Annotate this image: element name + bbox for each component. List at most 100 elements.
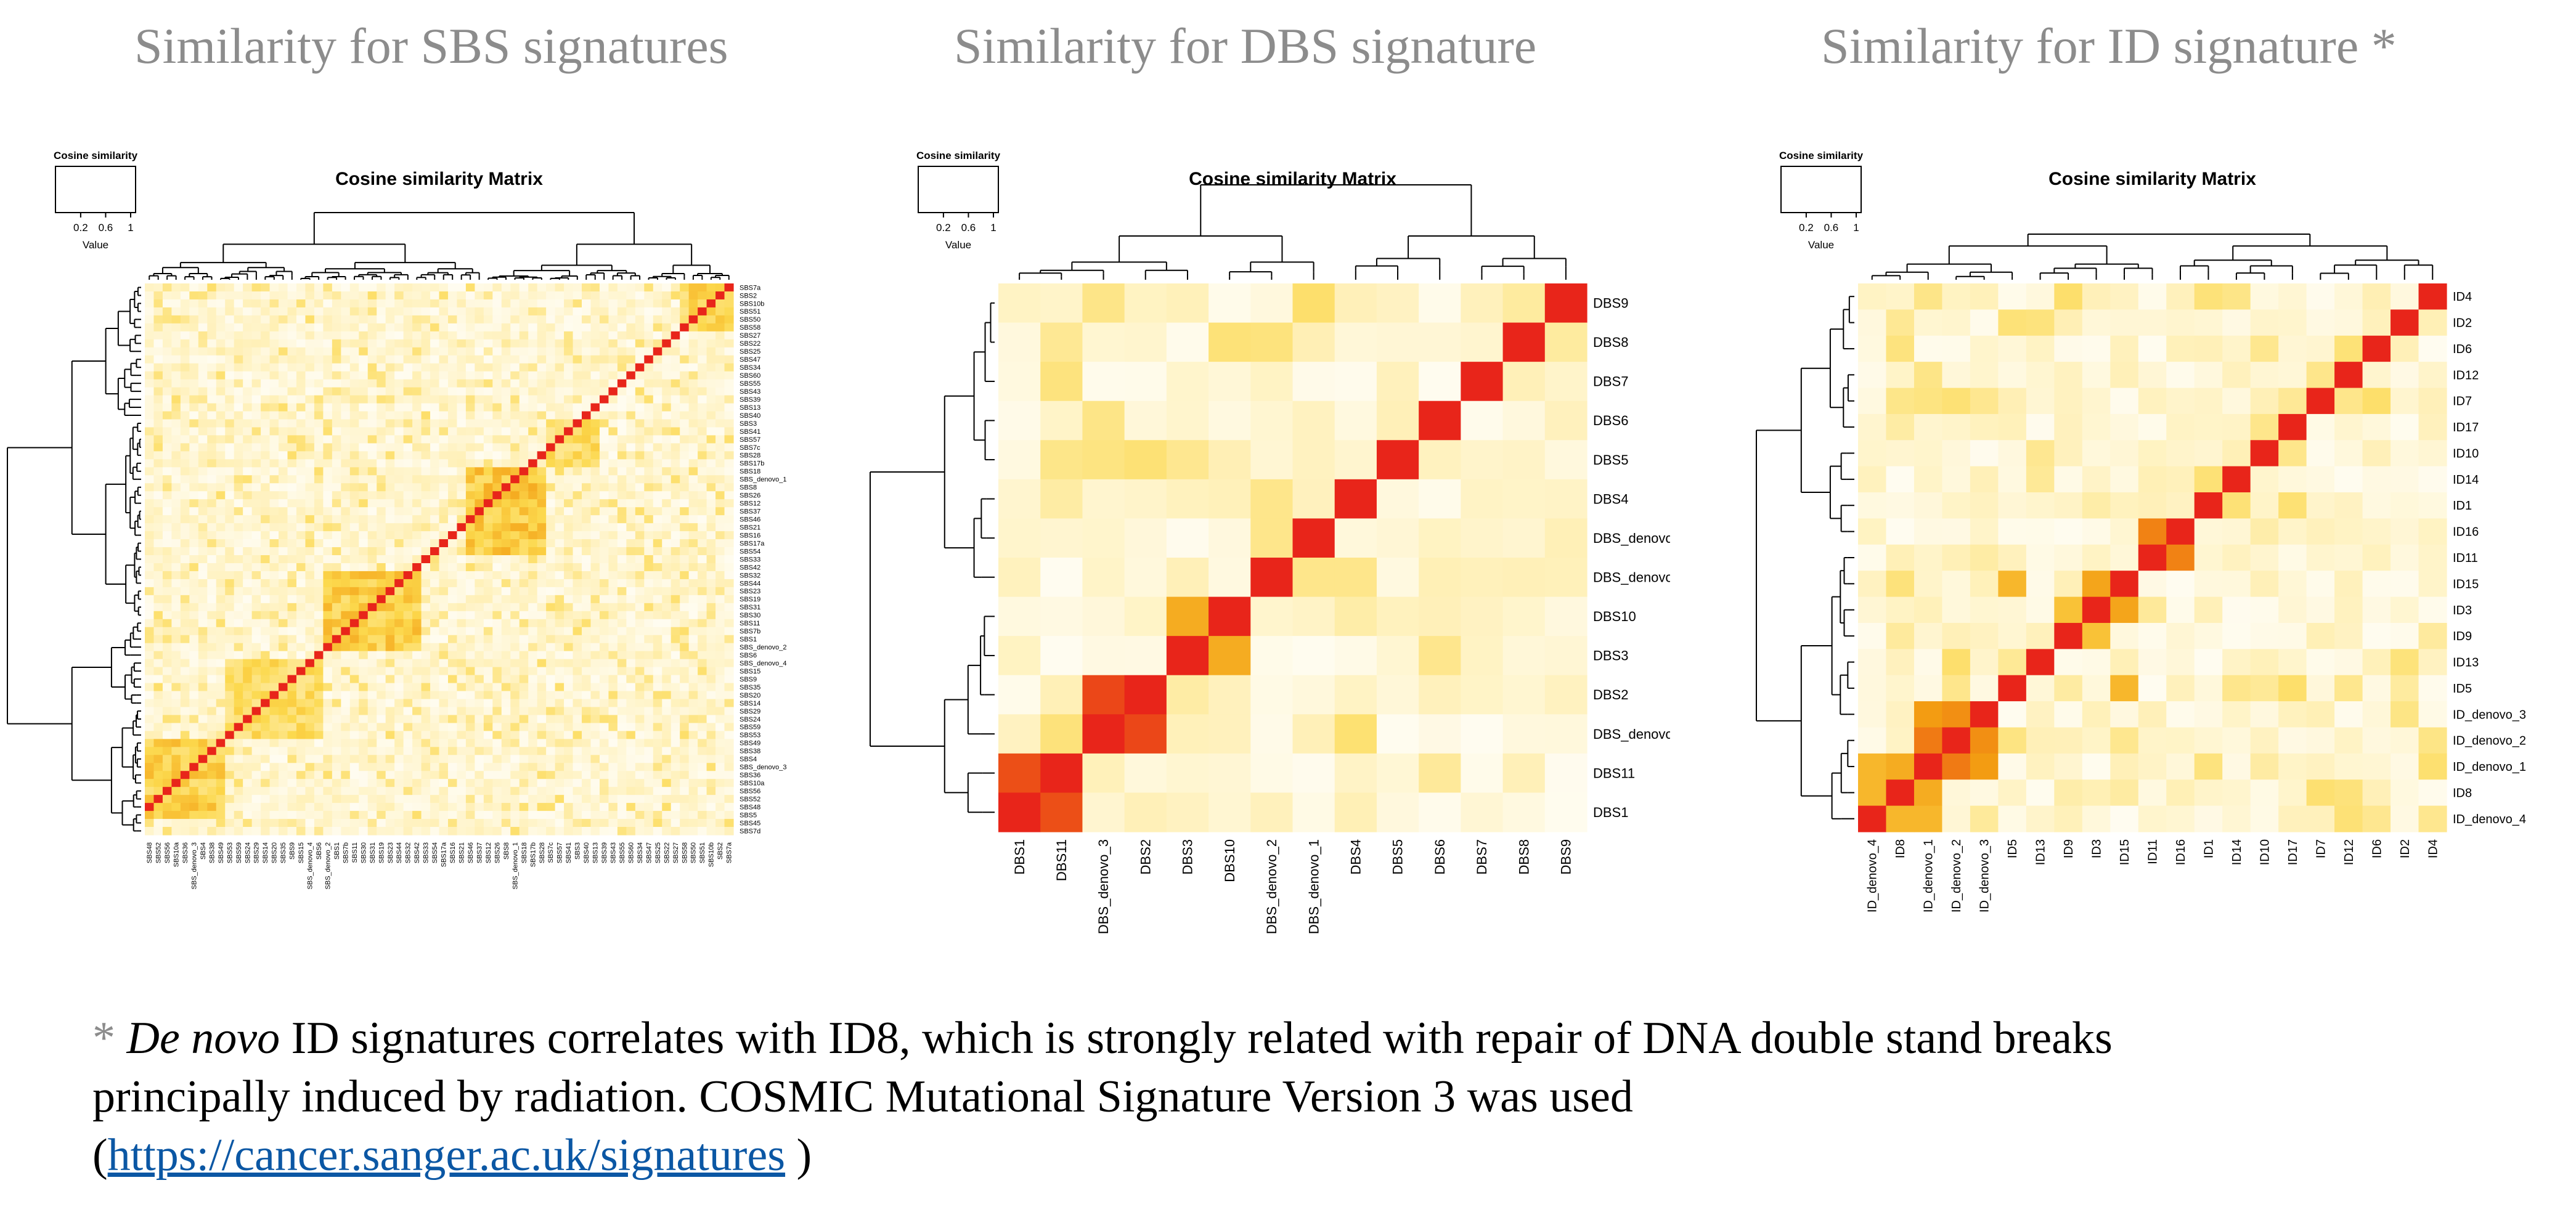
heatmap-cell <box>216 723 226 731</box>
heatmap-cell <box>314 555 324 564</box>
heatmap-cell <box>724 307 734 316</box>
heatmap-cell <box>403 715 413 724</box>
heatmap-cell <box>573 827 582 836</box>
heatmap-cell <box>608 619 618 628</box>
heatmap-cell <box>662 619 672 628</box>
heatmap-cell <box>519 707 529 716</box>
heatmap-cell <box>608 827 618 836</box>
heatmap-cell <box>243 291 253 300</box>
heatmap-cell <box>644 387 654 396</box>
heatmap-cell <box>403 707 413 716</box>
heatmap-cell <box>243 411 253 420</box>
heatmap-cell <box>207 755 217 763</box>
heatmap-cell <box>145 619 155 628</box>
heatmap-cell <box>670 515 680 524</box>
heatmap-cell <box>341 291 351 300</box>
heatmap-cell <box>430 683 440 692</box>
heatmap-cell <box>430 331 440 340</box>
heatmap-cell <box>243 539 253 548</box>
heatmap-cell <box>269 411 279 420</box>
heatmap-cell <box>501 451 511 460</box>
heatmap-cell <box>644 643 654 652</box>
heatmap-cell <box>635 427 645 436</box>
heatmap-cell <box>599 779 609 787</box>
heatmap-cell <box>296 475 306 484</box>
heatmap-cell <box>403 699 413 708</box>
heatmap-cell <box>269 571 279 580</box>
heatmap-cell <box>546 323 556 332</box>
heatmap-cell <box>635 787 645 795</box>
heatmap-cell <box>555 291 565 300</box>
heatmap-cell <box>234 803 243 811</box>
heatmap-cell <box>162 819 173 828</box>
heatmap-cell <box>377 787 386 795</box>
heatmap-cell <box>439 803 449 811</box>
heatmap-cell <box>314 355 324 364</box>
heatmap-cell <box>680 419 690 428</box>
heatmap-cell <box>153 307 163 316</box>
heatmap-cell <box>359 323 369 332</box>
heading-sbs: Similarity for SBS signatures <box>134 18 728 74</box>
heatmap-cell <box>724 363 734 372</box>
heatmap-cell <box>617 483 627 492</box>
heatmap-cell <box>332 755 341 763</box>
heatmap-cell <box>501 723 511 731</box>
heatmap-cell <box>635 723 645 731</box>
heatmap-cell <box>261 795 271 803</box>
heatmap-cell <box>359 363 369 372</box>
heatmap-cell <box>599 579 609 588</box>
heatmap-cell <box>546 595 556 604</box>
heatmap-cell <box>483 691 493 700</box>
heatmap-cell <box>207 803 217 811</box>
heatmap-cell <box>412 571 422 580</box>
heatmap-cell <box>207 779 217 787</box>
heatmap-cell <box>269 355 279 364</box>
heatmap-cell <box>359 291 369 300</box>
heatmap-cell <box>582 339 592 348</box>
heatmap-cell <box>341 475 351 484</box>
heatmap-cell <box>261 747 271 755</box>
heatmap-cell <box>528 531 538 540</box>
heatmap-cell <box>180 787 190 795</box>
heatmap-cell <box>608 707 618 716</box>
heatmap-cell <box>528 627 538 636</box>
heatmap-cell <box>608 611 618 620</box>
heatmap-cell <box>644 587 654 596</box>
heatmap-cell <box>189 339 199 348</box>
heatmap-cell <box>698 491 707 500</box>
heatmap-cell <box>189 571 199 580</box>
heatmap-cell <box>537 315 547 324</box>
heatmap-cell <box>608 731 618 739</box>
heatmap-cell <box>207 355 217 364</box>
heatmap-cell <box>367 499 377 508</box>
heatmap-cell <box>225 643 235 652</box>
heatmap-cell <box>617 771 627 779</box>
heatmap-cell <box>465 563 475 572</box>
heatmap-cell <box>475 483 484 492</box>
heatmap-cell <box>447 595 458 604</box>
heatmap-cell <box>287 739 297 747</box>
heatmap-cell <box>305 491 315 500</box>
heatmap-cell <box>269 515 279 524</box>
heatmap-cell <box>564 467 574 476</box>
heatmap-cell <box>171 523 181 532</box>
heatmap-cell <box>332 499 341 508</box>
heatmap-cell <box>555 707 565 716</box>
heatmap-cell <box>537 403 547 412</box>
heatmap-cell <box>644 635 654 644</box>
heatmap-cell <box>599 683 609 692</box>
heatmap-cell <box>698 483 707 492</box>
heatmap-cell <box>457 363 467 372</box>
heatmap-cell <box>626 723 636 731</box>
heatmap-cell <box>207 291 217 300</box>
heatmap-cell <box>626 691 636 700</box>
heatmap-cell <box>653 411 662 420</box>
heatmap-cell <box>421 683 431 692</box>
heatmap-cell <box>688 547 698 556</box>
heatmap-cell <box>153 715 163 724</box>
heatmap-cell <box>189 363 199 372</box>
heatmap-cell <box>296 659 306 668</box>
heatmap-cell <box>171 659 181 668</box>
heatmap-cell <box>279 579 288 588</box>
heatmap-cell <box>261 371 271 380</box>
